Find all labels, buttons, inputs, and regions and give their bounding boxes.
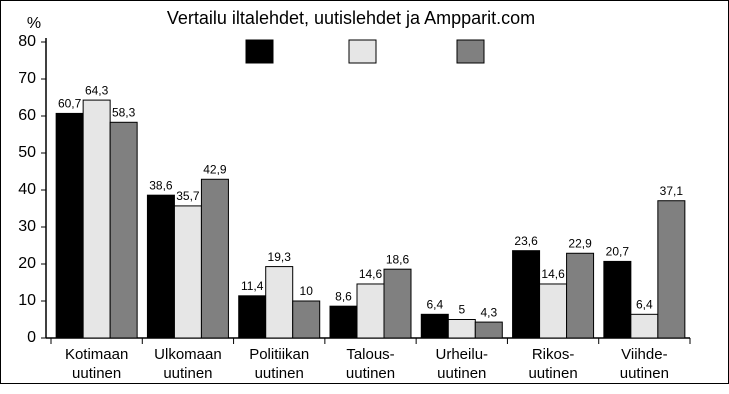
x-tick-label-line: uutinen [528, 365, 577, 382]
bar [630, 313, 659, 339]
data-label: 4,3 [480, 305, 497, 319]
data-label: 5 [458, 303, 465, 317]
x-tick-label-line: uutinen [437, 365, 486, 382]
bar [82, 99, 111, 339]
legend-swatch [245, 39, 274, 64]
bar [109, 121, 138, 339]
data-label: 6,4 [426, 297, 443, 311]
x-tick-label: Ulkomaan uutinen [154, 346, 222, 382]
bar [420, 313, 449, 339]
y-axis-label: % [27, 15, 41, 32]
y-tick-label: 40 [18, 181, 36, 198]
data-label: 64,3 [85, 83, 109, 97]
data-label: 8,6 [335, 289, 352, 303]
y-tick-label: 30 [18, 218, 36, 235]
x-tick-label: Politiikan uutinen [249, 346, 309, 382]
bar [566, 252, 595, 339]
data-label: 20,7 [606, 245, 630, 259]
data-label: 11,4 [241, 279, 264, 293]
y-tick-label: 10 [18, 292, 36, 309]
data-label: 23,6 [514, 234, 538, 248]
bar [356, 283, 385, 339]
x-tick-label-line: uutinen [255, 365, 304, 382]
y-tick-label: 70 [18, 70, 36, 87]
data-label: 6,4 [636, 297, 653, 311]
x-tick-label: Rikos-uutinen [528, 346, 577, 382]
bar [512, 250, 541, 339]
data-label: 14,6 [541, 267, 565, 281]
y-tick-label: 0 [27, 329, 36, 346]
bar [474, 321, 503, 339]
y-tick-label: 50 [18, 144, 36, 161]
x-tick-label: Kotimaan uutinen [65, 346, 128, 382]
data-label: 38,6 [149, 178, 173, 192]
bar [539, 283, 568, 339]
data-label: 60,7 [58, 97, 82, 111]
data-label: 14,6 [359, 267, 383, 281]
bar [200, 178, 229, 339]
data-label: 42,9 [203, 162, 227, 176]
x-tick-label-line: uutinen [72, 365, 121, 382]
y-tick-label: 80 [18, 33, 36, 50]
x-tick-label-line: Talous- [346, 346, 394, 363]
bar [329, 305, 358, 339]
x-tick-label-line: Politiikan [249, 346, 309, 363]
bar [55, 112, 84, 339]
bar [173, 205, 202, 339]
data-label: 58,3 [112, 105, 136, 119]
data-label: 10 [300, 284, 314, 298]
y-tick-label: 60 [18, 107, 36, 124]
x-tick-label-line: Rikos- [532, 346, 575, 363]
legend-swatch [456, 39, 485, 64]
bar [265, 266, 294, 339]
bar [657, 200, 686, 339]
data-label: 35,7 [176, 189, 200, 203]
data-label: 18,6 [386, 252, 410, 266]
x-tick-label: Urheilu-uutinen [436, 346, 489, 382]
bar [238, 295, 267, 339]
bar [383, 268, 412, 339]
x-tick-label: Talous-uutinen [346, 346, 395, 382]
bar [146, 194, 175, 339]
x-tick-label-line: Viihde- [621, 346, 667, 363]
x-tick-label-line: Urheilu- [436, 346, 489, 363]
x-tick-label: Viihde-uutinen [620, 346, 669, 382]
legend-swatch [348, 39, 377, 64]
chart-title: Vertailu iltalehdet, uutislehdet ja Ampp… [167, 8, 535, 28]
y-tick-label: 20 [18, 255, 36, 272]
x-tick-label-line: uutinen [620, 365, 669, 382]
x-tick-label-line: uutinen [346, 365, 395, 382]
bar [603, 260, 632, 339]
x-tick-label-line: Ulkomaan [154, 346, 222, 363]
data-label: 19,3 [268, 250, 292, 264]
data-label: 37,1 [660, 184, 684, 198]
bar [292, 300, 321, 339]
data-label: 22,9 [568, 236, 592, 250]
x-tick-label-line: Kotimaan [65, 346, 128, 363]
bar [447, 319, 476, 339]
x-tick-label-line: uutinen [163, 365, 212, 382]
